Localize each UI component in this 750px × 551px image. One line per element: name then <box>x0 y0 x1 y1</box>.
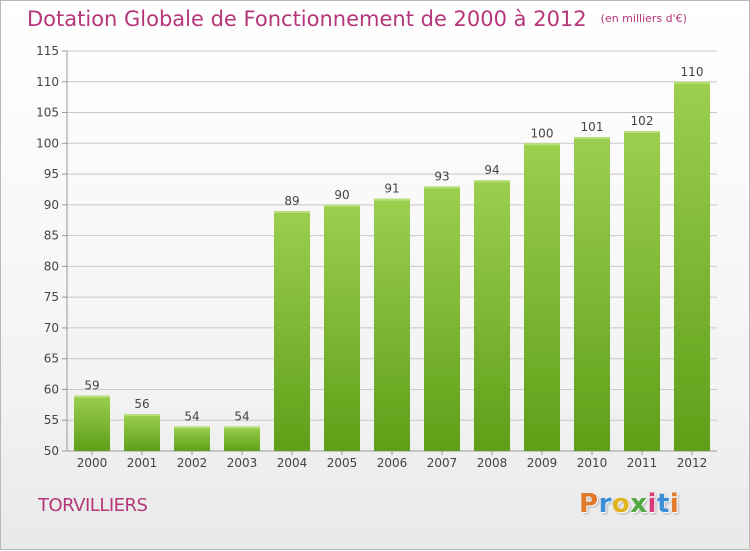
logo-letter: i <box>647 489 657 519</box>
bar-value-label: 54 <box>234 409 249 423</box>
bar-2003[interactable] <box>224 426 260 451</box>
y-tick-label: 50 <box>44 444 59 458</box>
bar-highlight <box>124 414 160 417</box>
bar-highlight <box>574 137 610 140</box>
chart-title: Dotation Globale de Fonctionnement de 20… <box>27 7 687 31</box>
bar-2002[interactable] <box>174 426 210 451</box>
bar-value-label: 91 <box>384 182 399 196</box>
bar-2007[interactable] <box>424 186 460 451</box>
bar-value-label: 89 <box>284 194 299 208</box>
bar-highlight <box>524 143 560 146</box>
y-tick-label: 55 <box>44 413 59 427</box>
bar-highlight <box>74 395 110 398</box>
y-tick-label: 70 <box>44 321 59 335</box>
x-tick-label: 2001 <box>127 456 158 470</box>
logo-letter: r <box>598 489 612 519</box>
y-tick-label: 100 <box>36 136 59 150</box>
x-tick-label: 2011 <box>627 456 658 470</box>
y-tick-label: 65 <box>44 352 59 366</box>
bar-highlight <box>674 81 710 84</box>
y-tick-label: 85 <box>44 229 59 243</box>
bar-highlight <box>274 211 310 213</box>
y-tick-label: 80 <box>44 259 59 273</box>
bar-value-label: 54 <box>184 409 199 423</box>
commune-name: TORVILLIERS <box>38 495 148 516</box>
x-tick-label: 2003 <box>227 456 258 470</box>
bar-value-label: 90 <box>334 188 349 202</box>
chart-unit-label: (en milliers d'€) <box>600 12 687 25</box>
logo-letter: P <box>579 489 599 519</box>
bar-highlight <box>224 426 260 429</box>
logo-letter: x <box>630 489 648 519</box>
bar-2005[interactable] <box>324 204 360 451</box>
bar-2009[interactable] <box>524 143 560 452</box>
x-tick-label: 2009 <box>527 456 558 470</box>
bar-value-label: 102 <box>631 114 654 128</box>
bar-highlight <box>474 180 510 183</box>
bar-layer <box>74 81 710 452</box>
label-layer: 50 55 60 65 70 75 80 85 90 95 100 105 110 115 59 2000 56… <box>36 44 707 470</box>
logo-letter: t <box>656 489 670 519</box>
x-tick-label: 2006 <box>377 456 408 470</box>
bar-highlight <box>174 426 210 429</box>
bar-value-label: 110 <box>681 65 704 79</box>
x-tick-label: 2007 <box>427 456 458 470</box>
proxiti-logo[interactable]: Proxiti <box>579 489 679 519</box>
x-tick-label: 2005 <box>327 456 358 470</box>
chart-title-text: Dotation Globale de Fonctionnement de 20… <box>27 7 587 31</box>
bar-2011[interactable] <box>624 131 660 451</box>
bar-highlight <box>624 131 660 133</box>
bar-value-label: 101 <box>581 120 604 134</box>
logo-letter: o <box>611 489 631 519</box>
bar-value-label: 56 <box>134 397 149 411</box>
x-tick-label: 2012 <box>677 456 708 470</box>
bar-value-label: 94 <box>484 163 499 177</box>
bar-2010[interactable] <box>574 137 610 451</box>
bar-2001[interactable] <box>124 414 160 451</box>
bar-highlight <box>324 204 360 207</box>
y-tick-label: 115 <box>36 44 59 58</box>
bar-2012[interactable] <box>674 81 710 452</box>
bar-value-label: 93 <box>434 169 449 183</box>
x-tick-label: 2000 <box>77 456 108 470</box>
y-tick-label: 110 <box>36 75 59 89</box>
bar-2004[interactable] <box>274 211 310 451</box>
y-tick-label: 60 <box>44 382 59 396</box>
bar-2000[interactable] <box>74 395 110 451</box>
x-tick-label: 2004 <box>277 456 308 470</box>
x-tick-label: 2002 <box>177 456 208 470</box>
y-tick-label: 105 <box>36 106 59 120</box>
bar-highlight <box>374 198 410 201</box>
x-tick-label: 2008 <box>477 456 508 470</box>
bar-2008[interactable] <box>474 180 510 451</box>
y-tick-label: 90 <box>44 198 59 212</box>
bar-value-label: 59 <box>84 379 99 393</box>
logo-letter: i <box>669 489 680 519</box>
y-tick-label: 75 <box>44 290 59 304</box>
bar-value-label: 100 <box>531 126 554 140</box>
x-tick-label: 2010 <box>577 456 608 470</box>
bar-2006[interactable] <box>374 198 410 451</box>
y-tick-label: 95 <box>44 167 59 181</box>
bar-highlight <box>424 186 460 189</box>
